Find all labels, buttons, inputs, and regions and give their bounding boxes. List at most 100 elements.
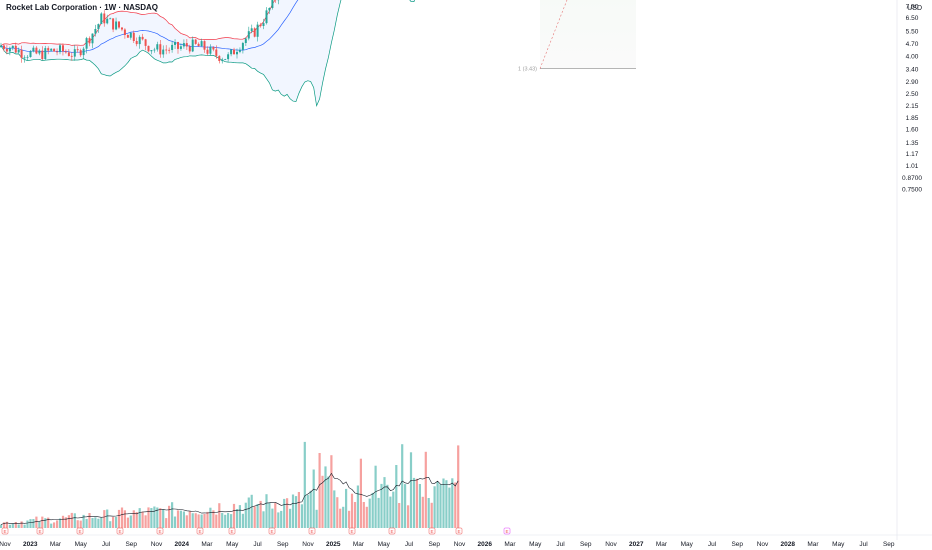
event-marker-label: E [158, 529, 161, 534]
time-tick-label: Sep [277, 541, 289, 548]
volume-bar [79, 520, 82, 528]
volume-bar [179, 510, 182, 528]
volume-bar [259, 500, 262, 528]
price-tick-label: 0.7500 [902, 187, 922, 194]
event-marker [156, 527, 164, 535]
candle-body [109, 18, 112, 20]
volume-bar [415, 478, 418, 528]
price-tick-label: 2.90 [906, 79, 919, 86]
volume-bar [442, 478, 445, 528]
price-tick-label: 2.50 [906, 91, 919, 98]
volume-bar [156, 507, 159, 528]
volume-bar [427, 498, 430, 528]
candle-body [23, 57, 26, 59]
time-tick-label: Mar [201, 541, 213, 548]
volume-bar [262, 511, 265, 528]
candle-body [247, 31, 250, 39]
candlesticks[interactable] [0, 0, 459, 64]
volume-bar [26, 520, 29, 528]
candle-body [115, 21, 118, 30]
volume-bar [38, 521, 41, 528]
volume-bar [339, 508, 342, 528]
volume-bar [345, 488, 348, 528]
candle-body [236, 51, 238, 55]
candle-body [97, 24, 100, 29]
candle-body [53, 48, 56, 52]
candle-body [35, 47, 38, 54]
volume-bar [306, 494, 309, 528]
volume-bar [274, 503, 277, 528]
candle-body [14, 45, 17, 53]
event-marker [308, 527, 316, 535]
candle-body [212, 47, 215, 50]
event-marker [36, 527, 44, 535]
volume-bar [129, 515, 132, 528]
volume-bar [439, 484, 442, 528]
volume-bar [445, 480, 448, 528]
candle-body [100, 13, 103, 24]
time-axis[interactable]: Nov 2023 Mar May Jul Sep Nov 2024 Mar May Jul Sep No… [0, 541, 895, 548]
candle-body [132, 32, 135, 41]
candle-body [67, 52, 70, 56]
event-marker-label: E [390, 529, 393, 534]
candle-body [153, 49, 156, 51]
volume-bar [277, 512, 280, 528]
time-tick-label: 2027 [629, 541, 644, 548]
symbol-title[interactable]: Rocket Lab Corporation · 1W · NASDAQ [6, 3, 159, 12]
candle-body [20, 49, 23, 58]
volume-bar [76, 520, 79, 528]
candle-body [194, 39, 197, 44]
volume-bar [194, 513, 197, 528]
event-marker-label: E [3, 529, 6, 534]
volume-bar [241, 513, 244, 528]
volume-bar [85, 518, 88, 528]
volume-bar [97, 518, 100, 528]
volume-bar [61, 515, 65, 528]
volume-bar [291, 494, 295, 528]
event-marker [116, 527, 124, 535]
volume-bar [283, 498, 286, 528]
volume-bar [153, 506, 156, 528]
volume-bar [8, 524, 11, 528]
volume-bar [197, 514, 200, 528]
volume-bar [265, 494, 268, 528]
volume-bar [88, 513, 91, 528]
event-marker-label: E [78, 529, 81, 534]
time-tick-label: Jul [859, 541, 868, 548]
indicator-lines [0, 0, 415, 108]
event-marker-label: E [505, 529, 508, 534]
volume-bar [309, 490, 312, 528]
candle-body [47, 48, 50, 51]
candle-body [59, 45, 61, 53]
volume-bar [135, 512, 138, 528]
event-marker [196, 527, 204, 535]
candle-body [138, 36, 141, 45]
candle-body [118, 21, 120, 28]
volume-bar [353, 502, 357, 528]
price-axis[interactable]: 7.50 6.50 5.50 4.70 4.00 3.40 2.90 2.50 2.15 1.85… [902, 4, 922, 194]
time-tick-label: 2023 [23, 541, 38, 548]
volume-bar [433, 486, 436, 528]
volume-bar [47, 517, 50, 528]
volume-bar [147, 507, 150, 528]
volume-bar [374, 465, 377, 528]
event-marker-label: E [38, 529, 41, 534]
volume-bar [401, 444, 404, 528]
volume-bar [412, 477, 416, 528]
volume-bar [244, 502, 247, 528]
candle-body [182, 43, 185, 47]
fib-area [540, 0, 636, 69]
candle-body [197, 43, 200, 47]
candle-body [191, 39, 194, 52]
volume-bar [82, 514, 85, 528]
candle-body [206, 49, 209, 54]
volume-bar [44, 518, 47, 528]
volume-bar [294, 496, 298, 528]
fib-retracement-levels[interactable]: 0 (74.24)0.236 (57.53)0.382 (47.13)0.5 (… [312, 0, 636, 73]
volume-bar [206, 511, 209, 528]
time-tick-label: Nov [757, 541, 769, 548]
candle-body [26, 56, 29, 58]
bollinger-basis-line [0, 0, 299, 53]
volume-bar [191, 513, 194, 528]
